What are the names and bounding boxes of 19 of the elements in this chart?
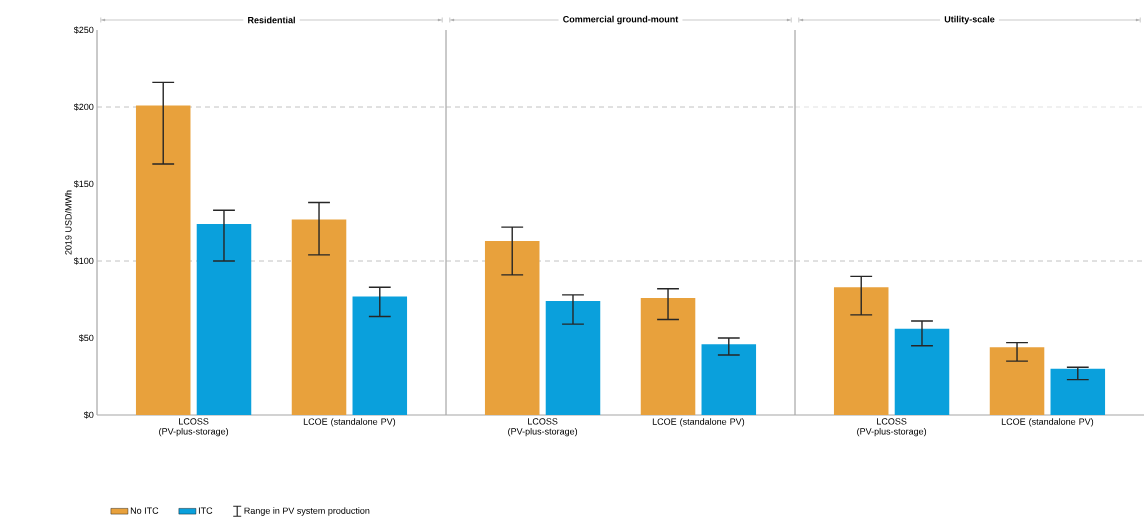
x-tick-label: LCOE (standalone PV) <box>1001 418 1094 427</box>
chart-title: Residential <box>248 16 295 24</box>
y-tick-label: $200 <box>73 103 94 111</box>
x-tick-label: LCOSS (PV-plus-storage) <box>159 418 229 437</box>
x-tick-label: LCOSS (PV-plus-storage) <box>857 418 927 437</box>
y-tick-label: $250 <box>73 26 94 34</box>
x-tick-label: LCOE (standalone PV) <box>652 418 745 427</box>
y-tick-label: $0 <box>83 411 94 419</box>
y-tick-label: $150 <box>73 180 94 188</box>
chart-title: Commercial ground-mount <box>563 15 679 25</box>
y-axis-title: 2019 USD/MWh <box>64 190 72 255</box>
x-tick-label: LCOE (standalone PV) <box>303 418 396 427</box>
y-tick-label: $50 <box>78 334 94 342</box>
x-tick-label: LCOSS (PV-plus-storage) <box>508 418 578 437</box>
legend-label: ITC <box>198 507 213 514</box>
text: Range in PV system production <box>244 507 370 516</box>
legend-label: No ITC <box>130 507 159 514</box>
y-tick-label: $100 <box>73 257 94 265</box>
chart-title: Utility-scale <box>944 15 995 25</box>
